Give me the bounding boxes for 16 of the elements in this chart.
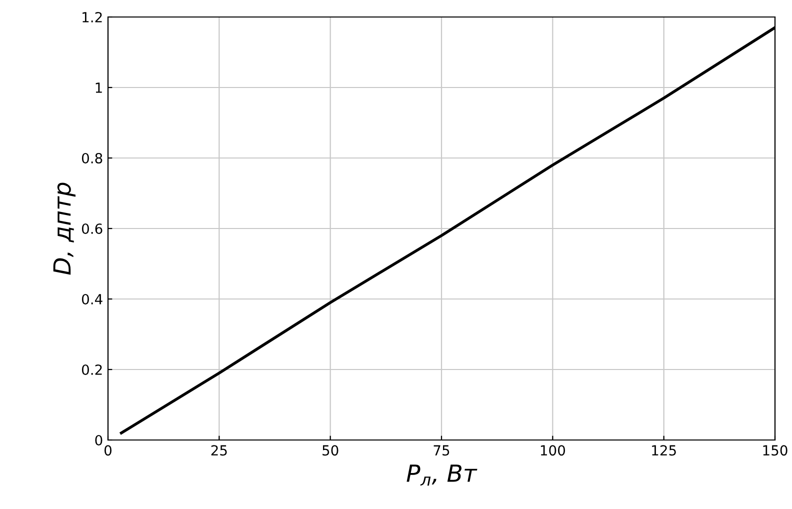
y-tick-label: 0 — [95, 434, 102, 446]
x-tick-label: 25 — [211, 445, 227, 456]
y-tick-label: 1.2 — [82, 12, 102, 22]
x-tick-label: 50 — [322, 445, 338, 456]
x-axis-title: P$_{л}$, Вт — [406, 464, 478, 486]
y-tick-label: 0.2 — [82, 364, 102, 375]
x-tick-label: 0 — [104, 445, 112, 456]
x-tick-label: 75 — [434, 445, 450, 456]
x-tick-label: 150 — [763, 445, 788, 456]
x-tick-label: 125 — [652, 445, 676, 456]
y-tick-label: 0.4 — [82, 294, 102, 304]
y-axis-title: D, дптр — [53, 182, 76, 275]
y-tick-label: 0.8 — [82, 152, 102, 164]
x-tick-label: 100 — [540, 445, 565, 456]
y-tick-label: 0.6 — [82, 223, 102, 234]
y-tick-label: 1 — [96, 82, 102, 93]
